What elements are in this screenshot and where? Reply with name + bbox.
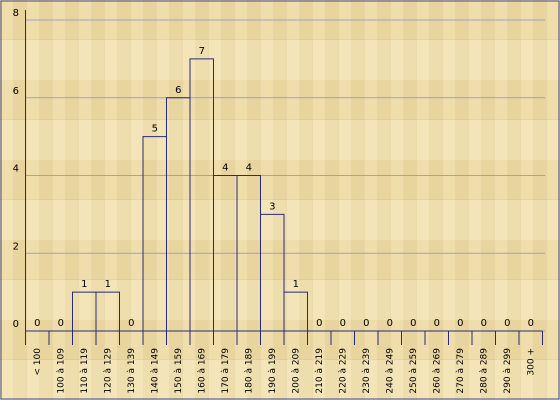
x-tick-label: 260 à 269 [432, 348, 442, 394]
value-label: 1 [293, 279, 299, 290]
x-tick-label: 240 à 249 [385, 348, 395, 394]
x-tick-label: 290 à 299 [503, 348, 513, 394]
value-label: 0 [528, 318, 534, 329]
x-tick-label: 250 à 259 [409, 348, 419, 394]
x-tick-label: 180 à 189 [244, 348, 254, 394]
value-label: 7 [199, 46, 205, 57]
x-tick-label: < 100 [33, 348, 43, 376]
x-tick-label: 130 à 139 [127, 348, 137, 394]
y-tick-label: 8 [13, 8, 19, 19]
x-tick-label: 200 à 209 [291, 348, 301, 394]
value-label: 0 [363, 318, 369, 329]
y-tick-label: 2 [13, 241, 19, 252]
x-tick-label: 140 à 149 [150, 348, 160, 394]
y-tick-label: 0 [13, 319, 19, 330]
bar [142, 136, 167, 332]
value-label: 4 [246, 163, 252, 174]
value-label: 0 [434, 318, 440, 329]
value-label: 6 [175, 85, 181, 96]
x-tick-label: 170 à 179 [221, 348, 231, 394]
bar [72, 291, 97, 332]
value-label: 0 [58, 318, 64, 329]
value-label: 1 [81, 279, 87, 290]
y-tick-label: 4 [13, 164, 19, 175]
bar [166, 97, 191, 332]
x-tick-label: 150 à 159 [174, 348, 184, 394]
x-tick-label: 230 à 239 [362, 348, 372, 394]
x-tick-label: 270 à 279 [456, 348, 466, 394]
value-label: 0 [34, 318, 40, 329]
value-label: 5 [152, 124, 158, 135]
value-label: 0 [410, 318, 416, 329]
bar [95, 291, 120, 332]
value-label: 1 [105, 279, 111, 290]
x-tick-label: 300 + [526, 348, 536, 376]
x-tick-label: 210 à 219 [315, 348, 325, 394]
x-tick-label: 160 à 169 [197, 348, 207, 394]
value-label: 0 [340, 318, 346, 329]
bar [283, 291, 308, 332]
value-label: 0 [387, 318, 393, 329]
x-tick-label: 220 à 229 [338, 348, 348, 394]
value-label: 4 [222, 163, 228, 174]
value-label: 3 [269, 201, 275, 212]
bar [260, 213, 285, 332]
x-tick-label: 100 à 109 [56, 348, 66, 394]
x-tick-label: 190 à 199 [268, 348, 278, 394]
y-tick-label: 6 [13, 86, 19, 97]
value-label: 0 [504, 318, 510, 329]
value-label: 0 [316, 318, 322, 329]
bar [189, 58, 214, 332]
x-tick-label: 280 à 289 [479, 348, 489, 394]
value-label: 0 [457, 318, 463, 329]
x-tick-label: 110 à 119 [80, 348, 90, 394]
x-tick-label: 120 à 129 [103, 348, 113, 394]
value-label: 0 [128, 318, 134, 329]
value-label: 0 [481, 318, 487, 329]
